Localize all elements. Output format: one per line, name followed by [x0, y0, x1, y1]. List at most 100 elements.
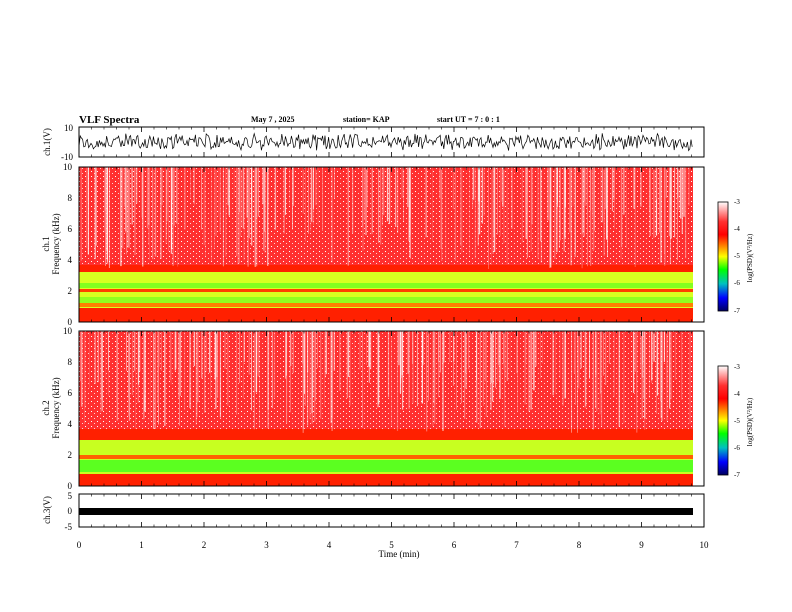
- spectrogram-streak: [476, 331, 477, 381]
- ch3-ylabel: ch.3(V): [42, 496, 52, 524]
- spectrogram-streak: [216, 331, 218, 378]
- spectrogram-streak: [217, 331, 219, 398]
- spectrogram-streak: [611, 167, 613, 212]
- spectrogram-streak: [104, 167, 106, 233]
- ch1-freq-label: Frequency (kHz): [51, 213, 61, 274]
- spectrogram-streak: [81, 331, 83, 407]
- spectrogram-streak: [225, 167, 227, 257]
- spectrogram-streak: [589, 331, 590, 379]
- spectrogram-streak: [247, 167, 249, 267]
- spectrogram-streak: [271, 331, 273, 409]
- time-tick-label: 6: [452, 540, 457, 550]
- spectrogram-streak: [547, 167, 549, 221]
- spectrogram-streak: [396, 331, 399, 431]
- spectrogram-streak: [495, 331, 496, 388]
- spectrogram-streak: [152, 167, 154, 260]
- spectrogram-streak: [201, 167, 202, 230]
- spectrogram-streak: [164, 331, 166, 426]
- spectrogram-streak: [206, 331, 207, 372]
- spectrogram-streak: [366, 331, 367, 365]
- spectrogram-streak: [557, 167, 558, 207]
- spectrogram-streak: [494, 167, 496, 252]
- spectrogram-streak: [193, 167, 195, 204]
- spectrogram-streak: [320, 331, 322, 419]
- ch1-spectrogram-panel: 10 6 4 2 0 8 ch.1 Frequency (kHz): [41, 162, 705, 327]
- spectrogram-streak: [256, 167, 258, 218]
- spectrogram-streak: [401, 167, 403, 198]
- spectrogram-streak: [359, 331, 361, 370]
- spectrogram-streak: [641, 331, 643, 419]
- spectrogram-streak: [478, 167, 481, 235]
- cb2-tick-m7: -7: [734, 471, 740, 479]
- spectrogram-streak: [347, 167, 349, 266]
- spectrogram-streak: [398, 331, 400, 366]
- spectrogram-streak: [160, 167, 162, 259]
- spectrogram-streak: [108, 167, 110, 268]
- spectrogram-streak: [483, 167, 485, 216]
- spectrogram-streak: [677, 167, 678, 260]
- spectrogram-streak: [595, 331, 597, 376]
- spectrogram-streak: [474, 167, 476, 259]
- spectrogram-streak: [554, 167, 556, 259]
- spectrogram-streak: [681, 167, 683, 234]
- spectrogram-streak: [476, 331, 478, 423]
- cb1-tick-m4: -4: [734, 225, 740, 233]
- spectrogram-streak: [621, 167, 623, 248]
- spectrogram-streak: [504, 331, 506, 427]
- spectrogram-streak: [484, 331, 486, 382]
- spectrogram-streak: [492, 167, 494, 254]
- spectrogram-streak: [511, 167, 513, 229]
- spectrogram-streak: [313, 167, 314, 210]
- spectrogram-streak: [307, 331, 309, 373]
- spectrogram-streak: [620, 167, 622, 259]
- spectrogram-streak: [633, 167, 635, 209]
- spectrogram-streak: [656, 331, 659, 396]
- spectrogram-streak: [131, 167, 133, 225]
- spectrogram-streak: [578, 331, 580, 389]
- spectrogram-streak: [311, 331, 313, 414]
- spectrogram-streak: [303, 331, 304, 429]
- spectrogram-streak: [391, 331, 392, 426]
- spectrogram-streak: [143, 331, 145, 399]
- spectrogram-streak: [469, 167, 471, 256]
- spectrogram-streak: [516, 331, 518, 374]
- start-time-label: start UT = 7 : 0 : 1: [437, 115, 500, 124]
- spectrogram-streak: [227, 167, 229, 206]
- spectrogram-streak: [559, 331, 561, 379]
- spectrogram-streak: [251, 167, 253, 246]
- spectrogram-streak: [228, 167, 230, 216]
- spectrogram-streak: [283, 167, 285, 234]
- spectrogram-streak: [242, 331, 244, 399]
- spectrogram-streak: [585, 331, 587, 407]
- spectrogram-streak: [138, 331, 140, 385]
- spectrogram-streak: [655, 167, 658, 236]
- spectrogram-streak: [497, 331, 499, 381]
- spectrogram-streak: [148, 167, 149, 246]
- spectrogram-streak: [668, 167, 670, 237]
- spectrogram-streak: [465, 331, 467, 377]
- spectrogram-streak: [304, 331, 306, 406]
- spectrogram-streak: [525, 167, 527, 210]
- spectrogram-streak: [126, 167, 127, 255]
- ch2-freq-tick-0: 0: [68, 481, 73, 491]
- ch1-freq-tick-6: 6: [68, 224, 73, 234]
- spectrogram-streak: [285, 331, 287, 379]
- spectrogram-streak: [506, 331, 508, 381]
- spectrogram-streak: [559, 167, 561, 241]
- ch2-freq-tick-6: 6: [68, 388, 73, 398]
- spectrogram-streak: [170, 331, 172, 385]
- spectrogram-streak: [264, 167, 266, 253]
- spectrogram-streak: [438, 331, 440, 398]
- spectrogram-streak: [634, 331, 636, 372]
- spectrogram-streak: [460, 167, 462, 246]
- spectrogram-streak: [575, 167, 576, 253]
- spectrogram-streak: [503, 331, 504, 364]
- spectrogram-streak: [308, 167, 309, 234]
- spectrogram-streak: [525, 331, 527, 364]
- spectrogram-streak: [656, 167, 657, 200]
- ch2-spectrogram-panel: 10 8 6 4 2 0 ch.2 Frequency (kHz): [41, 326, 705, 491]
- spectrogram-streak: [171, 167, 173, 200]
- cb1-tick-m7: -7: [734, 307, 740, 315]
- spectrogram-streak: [178, 331, 180, 398]
- spectrogram-streak: [105, 167, 106, 266]
